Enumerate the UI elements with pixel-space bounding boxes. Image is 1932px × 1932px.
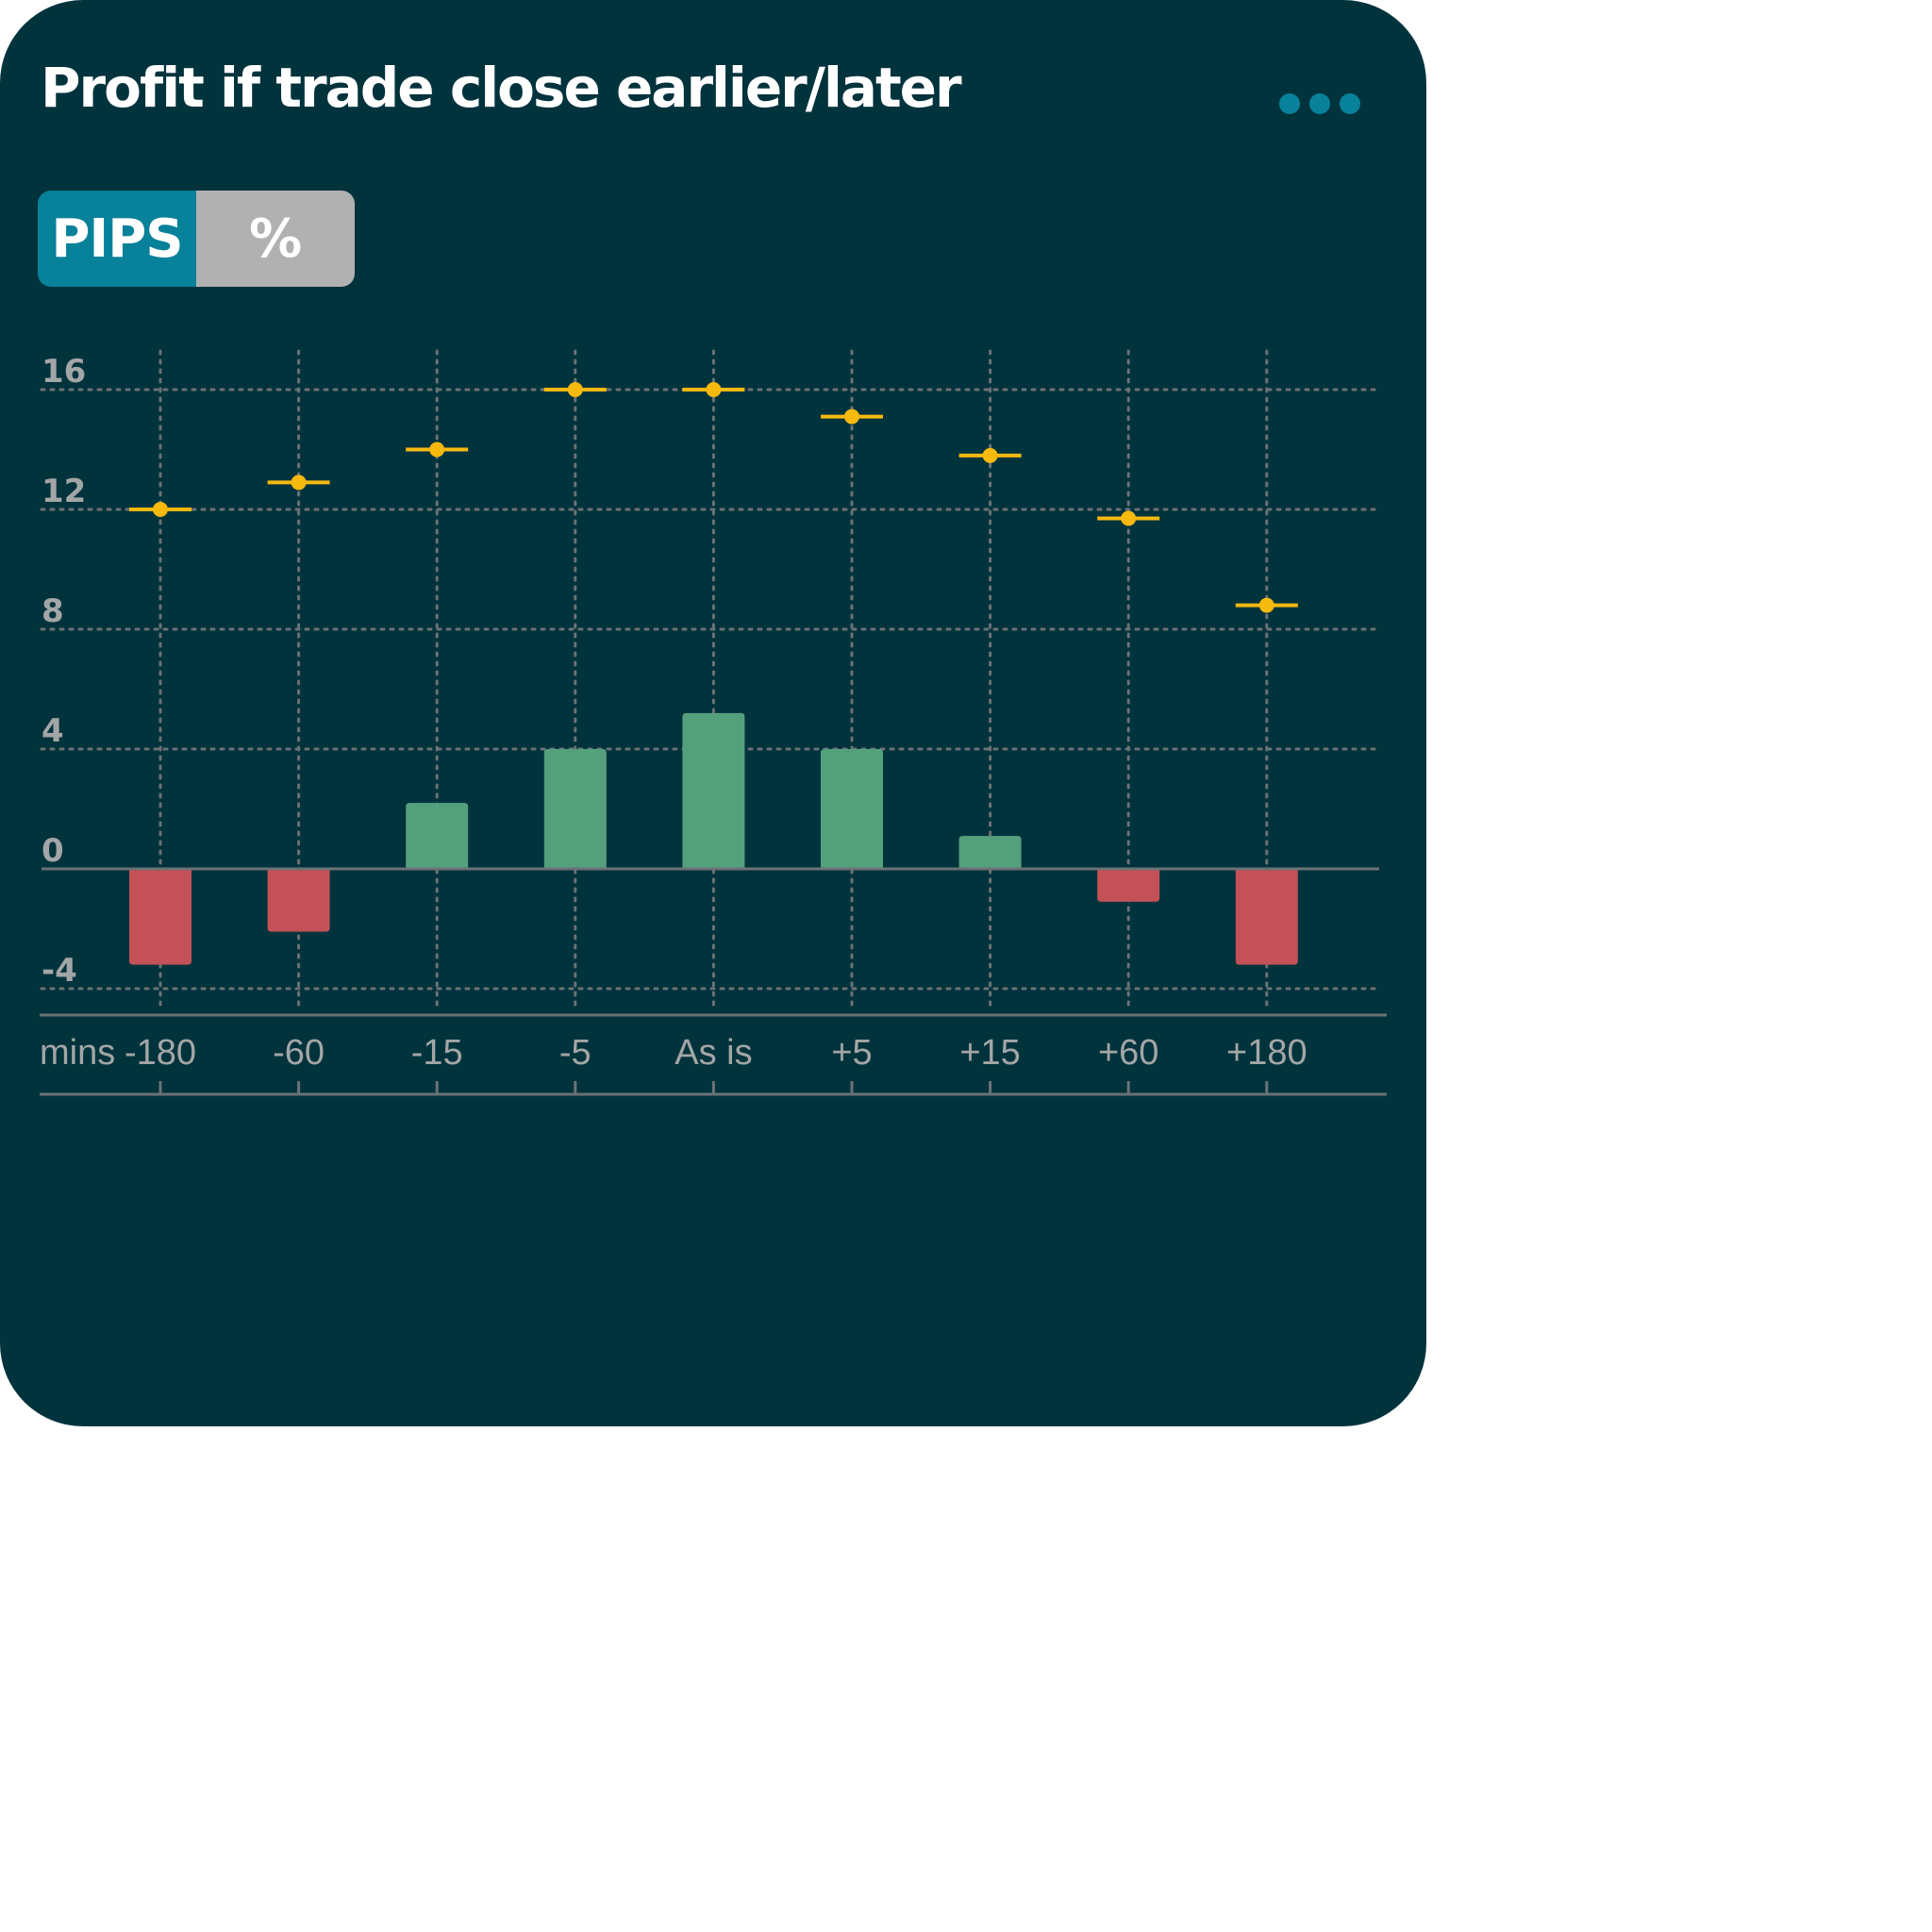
marker-point (1259, 598, 1274, 613)
marker-point (153, 502, 168, 517)
x-tick-label: -5 (559, 1033, 591, 1073)
bar (544, 749, 607, 869)
marker-point (983, 448, 998, 463)
marker-point (844, 409, 859, 425)
x-tick-label: +60 (1098, 1033, 1158, 1073)
y-tick-label: -4 (42, 952, 77, 990)
bar (129, 869, 192, 965)
x-tick-label: As is (675, 1033, 752, 1073)
bar (682, 713, 744, 869)
marker-point (429, 442, 444, 458)
y-tick-label: 8 (42, 592, 64, 630)
bar (406, 803, 468, 869)
x-tick-label: -60 (273, 1033, 325, 1073)
x-tick-label: -15 (411, 1033, 463, 1073)
x-tick-label: +15 (959, 1033, 1020, 1073)
x-tick-label: -180 (125, 1033, 196, 1073)
y-tick-label: 0 (42, 832, 64, 870)
y-tick-label: 4 (42, 712, 64, 750)
y-tick-label: 12 (42, 473, 86, 510)
bar (959, 836, 1022, 869)
bar (821, 749, 883, 869)
marker-point (706, 382, 721, 397)
bar (1236, 869, 1298, 965)
x-tick-label: +5 (831, 1033, 872, 1073)
bar (1097, 869, 1159, 902)
marker-point (1121, 511, 1136, 526)
marker-point (568, 382, 583, 397)
profit-chart: 16 12 8 4 0 -4 -180 -60 -15 -5 As is +5 +15 +60 +180 mi… (0, 0, 1426, 1426)
bar (268, 869, 330, 932)
y-tick-label: 16 (42, 353, 86, 391)
x-tick-label: +180 (1226, 1033, 1307, 1073)
marker-point (291, 475, 307, 490)
x-unit-label: mins (40, 1033, 115, 1073)
chart-card: Profit if trade close earlier/later PIPS… (0, 0, 1426, 1426)
